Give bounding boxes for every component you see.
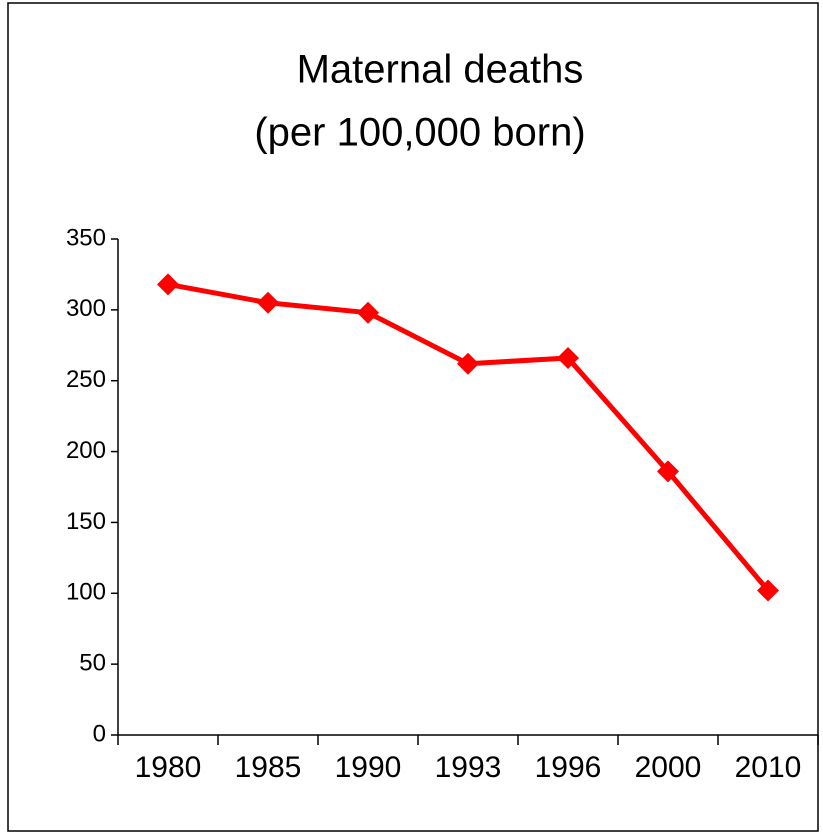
x-tick-label: 1980 [135, 751, 202, 784]
y-tick-label: 200 [66, 437, 106, 464]
x-tick-label: 1990 [335, 751, 402, 784]
data-point [257, 291, 279, 314]
chart-frame [7, 2, 819, 832]
data-point [457, 352, 479, 375]
data-point [357, 301, 379, 324]
y-tick-label: 50 [79, 649, 106, 676]
x-tick-label: 1996 [535, 751, 602, 784]
data-point [757, 579, 779, 602]
chart-title: (per 100,000 born) [254, 111, 585, 155]
y-tick-label: 350 [66, 224, 106, 251]
y-tick-label: 100 [66, 579, 106, 606]
y-tick-label: 250 [66, 366, 106, 393]
y-tick-label: 150 [66, 508, 106, 535]
x-tick-label: 2000 [635, 751, 702, 784]
y-tick-label: 0 [93, 720, 106, 747]
chart-title: Maternal deaths [297, 48, 584, 92]
x-tick-label: 2010 [735, 751, 802, 784]
x-tick-label: 1985 [235, 751, 302, 784]
data-point [557, 347, 579, 370]
y-tick-label: 300 [66, 295, 106, 322]
x-tick-label: 1993 [435, 751, 502, 784]
data-point [657, 460, 679, 483]
data-point [157, 273, 179, 296]
